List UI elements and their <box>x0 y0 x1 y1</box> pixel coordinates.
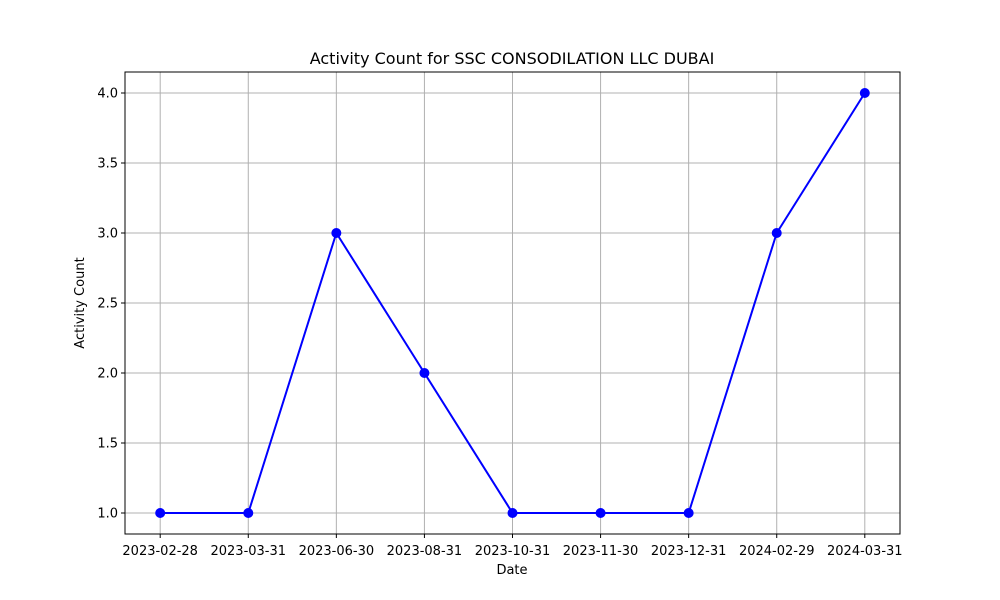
y-tick-label: 3.5 <box>97 157 118 172</box>
x-axis-label: Date <box>496 563 527 578</box>
plot-area-frame <box>124 71 901 535</box>
axis-ticks: 2023-02-28 2023-03-31 2023-06-30 2023-08-31… <box>97 87 902 560</box>
chart-title: Activity Count for SSC CONSODILATION LLC… <box>310 49 715 68</box>
data-point <box>683 508 694 518</box>
x-tick-label: 2024-02-29 <box>739 544 815 559</box>
data-point <box>243 508 254 518</box>
x-tick-label: 2023-02-28 <box>122 544 198 559</box>
grid-lines <box>125 72 900 534</box>
y-tick-label: 2.5 <box>97 297 118 312</box>
y-tick-label: 1.0 <box>97 507 118 522</box>
y-tick-label: 1.5 <box>97 437 118 452</box>
data-point <box>595 508 606 518</box>
data-point <box>771 228 782 238</box>
x-tick-label: 2023-12-31 <box>651 544 727 559</box>
data-point <box>419 368 430 378</box>
x-tick-label: 2023-06-30 <box>299 544 375 559</box>
x-tick-label: 2024-03-31 <box>827 544 903 559</box>
data-point <box>155 508 166 518</box>
x-tick-label: 2023-11-30 <box>563 544 639 559</box>
x-tick-label: 2023-10-31 <box>475 544 551 559</box>
y-axis-label: Activity Count <box>73 257 88 348</box>
data-point <box>507 508 518 518</box>
data-point <box>331 228 342 238</box>
data-point <box>859 88 870 98</box>
y-tick-label: 2.0 <box>97 367 118 382</box>
x-tick-label: 2023-03-31 <box>210 544 286 559</box>
y-tick-label: 4.0 <box>97 87 118 102</box>
y-tick-label: 3.0 <box>97 227 118 242</box>
x-tick-label: 2023-08-31 <box>387 544 463 559</box>
data-series <box>155 88 870 518</box>
